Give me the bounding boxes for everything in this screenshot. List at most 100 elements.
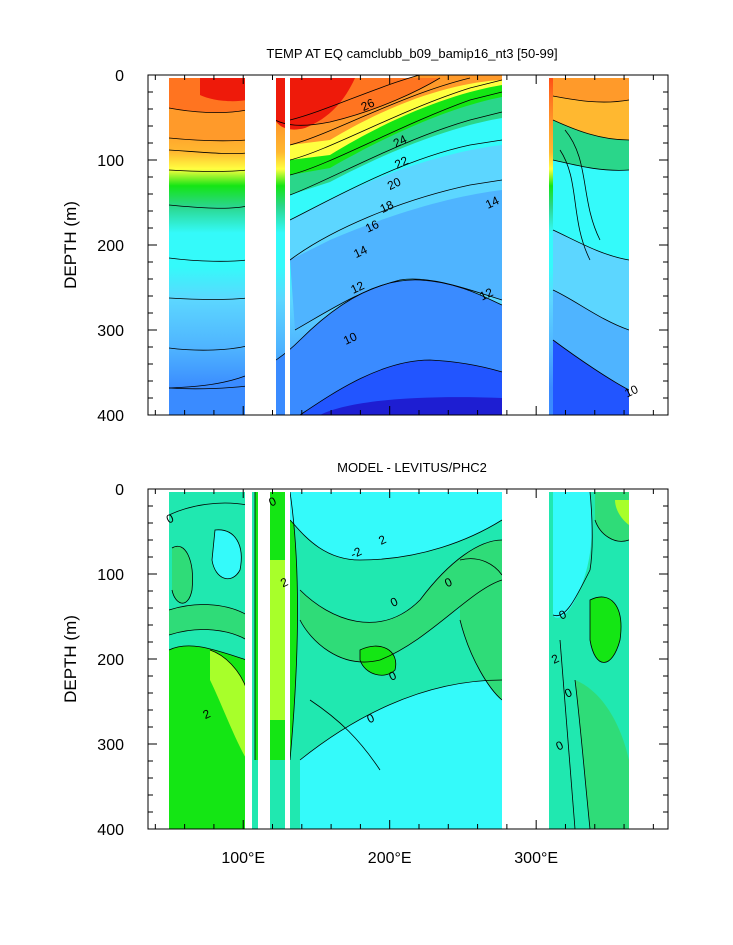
y-tick-label: 300 [97,323,124,340]
top-contour-line [299,279,503,341]
top-panel: TEMP AT EQ camclubb_b09_bamip16_nt3 [50-… [61,46,669,425]
top-contour-line [552,339,630,391]
bottom-mask-americas [502,489,549,829]
top-ylabel: DEPTH (m) [61,201,80,289]
bottom-ylabel: DEPTH (m) [61,615,80,703]
top-field: 26 24 22 20 18 16 14 14 12 12 10 10 [148,75,668,415]
bottom-atl-green [590,596,621,663]
bottom-contour-line [552,491,593,617]
contour-label: 10 [341,329,359,347]
bottom-atl-green-deep [575,680,629,829]
bottom-contour-line [309,699,381,771]
bottom-panel: MODEL - LEVITUS/PHC2 [61,460,669,867]
top-contour-line [168,169,248,172]
top-contour-line [289,179,503,261]
top-contour-line [168,345,248,351]
contour-label: 22 [392,153,410,171]
contour-label: 18 [378,197,396,215]
top-contour-line [552,95,630,103]
bottom-contour-line [289,491,298,761]
bottom-itf-lime [270,560,285,720]
bottom-pac-green-diag [300,540,502,662]
top-contour-line [552,289,630,331]
bottom-pac-right-green [460,558,502,700]
top-contour-line [168,257,248,262]
y-tick-label: 100 [97,153,124,170]
bottom-contour-line [359,645,397,676]
bottom-contour-line [168,629,248,641]
bottom-contour-line [299,679,503,761]
top-atl-lightblue [553,230,629,330]
contour-label: 14 [351,243,369,261]
contour-label: 20 [385,175,403,193]
y-tick-label: 0 [115,482,124,499]
bottom-contour-line [299,539,503,623]
top-contour-line [168,107,248,113]
bottom-mask-strait [285,489,290,829]
top-band-14 [290,180,502,330]
top-band-16 [290,140,502,260]
y-tick-label: 200 [97,652,124,669]
top-band-26 [290,75,502,145]
bottom-mask-indonesia-b [258,489,270,829]
top-contour-line [559,149,591,261]
top-contour-line [289,111,503,196]
top-band-20 [290,92,502,195]
x-tick-label: 200°E [368,850,412,867]
top-contour-line [552,119,630,141]
bottom-west-lime [210,650,247,760]
top-band-24 [290,76,502,160]
bottom-contour-line [171,545,193,604]
bottom-contour-line [459,619,503,701]
top-contour-line [289,139,503,221]
y-tick-label: 100 [97,567,124,584]
top-contour-line [168,385,248,390]
top-contour-line [168,204,248,209]
bottom-contour-line [574,679,591,829]
bottom-west-green-patch-a [172,546,193,604]
top-contour-line [289,79,503,161]
top-atl-green [553,120,629,171]
bottom-contour-line [168,604,248,616]
bottom-contour-line [459,558,503,576]
top-atl-deep [553,340,629,415]
bottom-atl-lime-corner [615,500,629,525]
bottom-contour-line [589,596,622,663]
y-tick-label: 400 [97,408,124,425]
top-contour-line [289,75,422,121]
top-contour-line [299,359,503,415]
bottom-contour-line [594,519,630,542]
top-warm-pool-core [275,78,355,130]
top-band-22 [290,80,502,175]
bottom-contour-line [168,502,248,516]
top-contour-line [289,77,471,146]
contour-label: 12 [477,285,495,303]
top-west-warm-core [200,78,247,102]
top-contour-line [168,149,248,155]
bottom-atl-cyan [553,492,592,618]
bottom-mask-indonesia-a [245,489,252,829]
top-contour-line [552,159,630,171]
top-contour-line [168,137,248,142]
top-title: TEMP AT EQ camclubb_b09_bamip16_nt3 [50-… [266,46,557,61]
bottom-pac-cyan-deep [300,680,502,829]
bottom-contour-line [299,579,503,663]
top-contour-line [552,229,630,261]
top-west-orange [169,108,247,141]
bottom-axes: 0 100 200 300 400 100°E 200°E 300°E [97,482,668,867]
bottom-west-cyan-patch [212,529,242,579]
top-contour-labels: 26 24 22 20 18 16 14 14 12 12 10 10 [341,95,641,400]
bottom-contour-line [289,519,503,561]
top-mask-americas [502,75,549,415]
y-tick-label: 0 [115,68,124,85]
y-tick-label: 200 [97,238,124,255]
top-mask-indonesia [245,75,276,415]
x-tick-label: 300°E [514,850,558,867]
bottom-pac-cyan-upper [290,492,502,560]
top-layer-bottom-pool [320,397,502,415]
contour-label: 12 [348,278,366,296]
contour-label: 14 [483,193,501,211]
bottom-title: MODEL - LEVITUS/PHC2 [337,460,487,475]
